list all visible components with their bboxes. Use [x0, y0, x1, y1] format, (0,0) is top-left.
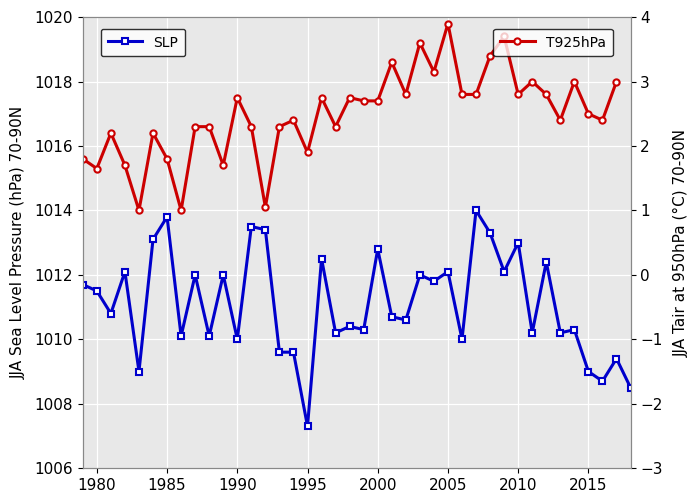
T925hPa — [416, 40, 424, 46]
SLP — [444, 269, 452, 275]
SLP — [584, 368, 593, 374]
SLP — [430, 278, 438, 284]
SLP — [486, 230, 494, 236]
SLP — [261, 227, 270, 233]
SLP — [106, 310, 115, 317]
T925hPa — [458, 91, 466, 97]
T925hPa — [191, 123, 200, 130]
SLP — [135, 368, 143, 374]
SLP — [92, 288, 101, 294]
T925hPa — [78, 156, 87, 162]
T925hPa — [135, 208, 143, 214]
SLP — [528, 330, 536, 336]
Legend: T925hPa: T925hPa — [493, 29, 612, 56]
T925hPa — [528, 79, 536, 85]
Legend: SLP: SLP — [101, 29, 186, 56]
T925hPa — [106, 130, 115, 136]
SLP — [388, 313, 396, 320]
T925hPa — [120, 162, 129, 168]
T925hPa — [430, 69, 438, 75]
T925hPa — [205, 123, 214, 130]
T925hPa — [514, 91, 522, 97]
SLP — [598, 378, 607, 384]
T925hPa — [542, 91, 550, 97]
T925hPa — [219, 162, 228, 168]
SLP — [345, 324, 354, 330]
SLP — [120, 269, 129, 275]
T925hPa — [149, 130, 158, 136]
SLP — [472, 208, 480, 214]
SLP — [205, 333, 214, 339]
SLP — [416, 272, 424, 278]
SLP — [177, 333, 186, 339]
SLP — [556, 330, 564, 336]
T925hPa — [556, 117, 564, 123]
T925hPa — [374, 98, 382, 104]
T925hPa — [317, 95, 326, 101]
SLP — [303, 423, 312, 429]
SLP — [163, 214, 172, 220]
T925hPa — [289, 117, 298, 123]
SLP — [626, 385, 635, 391]
T925hPa — [247, 123, 256, 130]
T925hPa — [402, 91, 410, 97]
SLP — [374, 246, 382, 252]
T925hPa — [598, 117, 607, 123]
SLP — [500, 269, 508, 275]
T925hPa — [233, 95, 242, 101]
SLP — [570, 327, 579, 333]
Y-axis label: JJA Tair at 950hPa (°C) 70-90N: JJA Tair at 950hPa (°C) 70-90N — [674, 129, 689, 357]
SLP — [78, 282, 87, 288]
T925hPa — [92, 165, 101, 171]
SLP — [360, 327, 368, 333]
SLP — [612, 356, 621, 362]
T925hPa — [275, 123, 284, 130]
SLP — [149, 236, 158, 242]
T925hPa — [612, 79, 621, 85]
Line: T925hPa: T925hPa — [80, 21, 620, 214]
SLP — [514, 239, 522, 245]
T925hPa — [486, 53, 494, 59]
SLP — [402, 317, 410, 323]
SLP — [275, 349, 284, 355]
SLP — [233, 336, 242, 342]
T925hPa — [500, 33, 508, 39]
T925hPa — [345, 95, 354, 101]
T925hPa — [584, 111, 593, 117]
T925hPa — [163, 156, 172, 162]
T925hPa — [360, 98, 368, 104]
T925hPa — [331, 123, 340, 130]
SLP — [191, 272, 200, 278]
T925hPa — [570, 79, 579, 85]
T925hPa — [388, 59, 396, 65]
T925hPa — [177, 208, 186, 214]
SLP — [331, 330, 340, 336]
Y-axis label: JJA Sea Level Pressure (hPa) 70-90N: JJA Sea Level Pressure (hPa) 70-90N — [11, 106, 26, 379]
T925hPa — [261, 204, 270, 210]
T925hPa — [472, 91, 480, 97]
SLP — [458, 336, 466, 342]
Line: SLP: SLP — [80, 207, 634, 429]
SLP — [247, 223, 256, 229]
SLP — [542, 259, 550, 265]
SLP — [219, 272, 228, 278]
T925hPa — [444, 21, 452, 27]
SLP — [317, 256, 326, 262]
SLP — [289, 349, 298, 355]
T925hPa — [303, 149, 312, 155]
